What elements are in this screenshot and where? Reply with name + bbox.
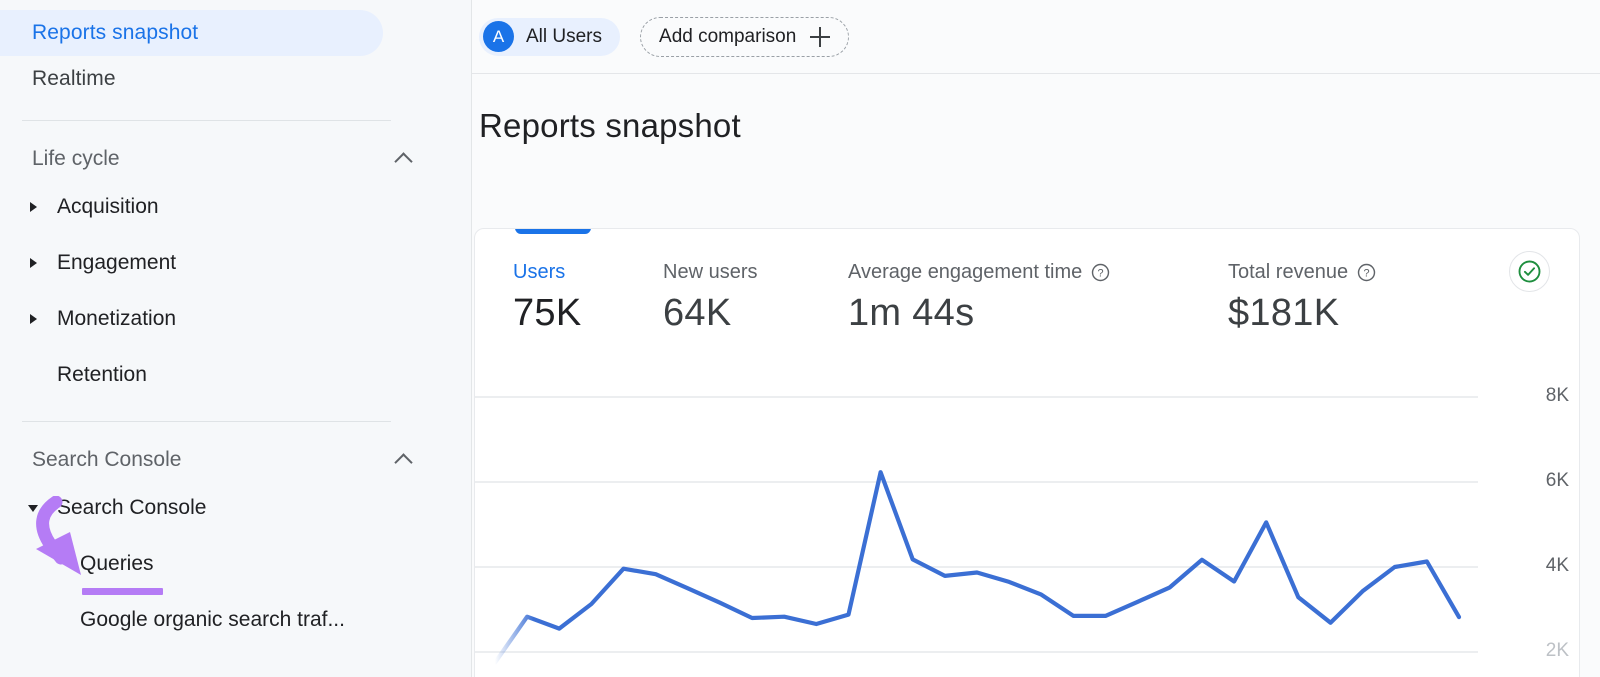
metric-value: 75K (513, 292, 582, 334)
all-users-chip[interactable]: A All Users (479, 17, 621, 56)
metric-users[interactable]: Users 75K (513, 259, 663, 335)
sidebar-item-engagement[interactable]: Engagement (0, 235, 471, 291)
sidebar-item-label: Queries (80, 552, 154, 575)
caret-down-icon (22, 505, 44, 512)
metric-label: Users (513, 260, 566, 283)
metric-average-engagement-time[interactable]: Average engagement time ? 1m 44s (848, 259, 1228, 335)
sidebar-item-retention[interactable]: Retention (0, 347, 471, 403)
sidebar-item-reports-snapshot[interactable]: Reports snapshot (0, 10, 383, 56)
metric-label: Total revenue ? (1228, 259, 1376, 285)
metric-total-revenue[interactable]: Total revenue ? $181K (1228, 259, 1376, 335)
metric-value: 1m 44s (848, 292, 975, 334)
caret-right-icon (22, 202, 44, 212)
sidebar-item-label: Google organic search traf... (80, 608, 345, 631)
chart-gridlines (475, 396, 1478, 653)
sidebar-item-monetization[interactable]: Monetization (0, 291, 471, 347)
chart-line-series (492, 470, 1462, 665)
y-axis-label: 2K (1545, 640, 1569, 661)
left-sidebar: Reports snapshot Realtime Life cycle Acq… (0, 0, 472, 677)
status-badge[interactable] (1509, 251, 1550, 292)
all-users-label: All Users (526, 25, 603, 47)
help-icon[interactable]: ? (1357, 263, 1376, 282)
sidebar-item-realtime[interactable]: Realtime (0, 56, 383, 102)
caret-right-icon (22, 258, 44, 268)
y-axis-label: 8K (1545, 385, 1569, 406)
avatar: A (483, 21, 514, 52)
sidebar-item-label: Reports snapshot (32, 21, 199, 44)
metric-value: 64K (663, 292, 732, 334)
chevron-up-icon (394, 450, 414, 470)
page-title: Reports snapshot (479, 107, 741, 144)
active-metric-indicator (515, 229, 591, 234)
plus-icon (810, 26, 831, 47)
sidebar-item-label: Engagement (57, 251, 177, 274)
sidebar-item-google-organic-search-traffic[interactable]: Google organic search traf... (0, 592, 471, 648)
chevron-up-icon (394, 149, 414, 169)
sidebar-item-label: Retention (57, 363, 147, 386)
users-over-time-chart[interactable]: 8K 6K 4K 2K (475, 377, 1579, 677)
sidebar-item-label: Monetization (57, 307, 177, 330)
metric-label: New users (663, 260, 758, 283)
sidebar-divider-1 (22, 120, 391, 121)
svg-text:?: ? (1098, 267, 1104, 279)
add-comparison-label: Add comparison (659, 25, 797, 47)
y-axis-label: 6K (1545, 470, 1569, 491)
chart-canvas (475, 396, 1478, 665)
metric-label: Average engagement time ? (848, 259, 1228, 285)
check-circle-icon (1518, 260, 1541, 283)
sidebar-section-life-cycle[interactable]: Life cycle (0, 139, 471, 179)
svg-text:?: ? (1364, 267, 1370, 279)
comparison-toolbar: A All Users Add comparison (472, 0, 1600, 74)
sidebar-divider-2 (22, 421, 391, 422)
y-axis-label: 4K (1545, 555, 1569, 576)
main-content: A All Users Add comparison Reports snaps… (472, 0, 1600, 677)
sidebar-item-acquisition[interactable]: Acquisition (0, 179, 471, 235)
sidebar-section-label: Life cycle (32, 147, 120, 170)
sidebar-item-queries[interactable]: Queries (0, 536, 471, 592)
sidebar-item-label: Acquisition (57, 195, 159, 218)
sidebar-item-label: Search Console (57, 496, 207, 519)
metric-new-users[interactable]: New users 64K (663, 259, 848, 335)
metric-value: $181K (1228, 292, 1340, 334)
metrics-row: Users 75K New users 64K Average engageme… (475, 229, 1579, 335)
sidebar-item-search-console[interactable]: Search Console (0, 480, 471, 536)
overview-card: Users 75K New users 64K Average engageme… (474, 228, 1580, 677)
help-icon[interactable]: ? (1091, 263, 1110, 282)
sidebar-item-label: Realtime (32, 67, 116, 90)
add-comparison-button[interactable]: Add comparison (640, 16, 850, 57)
sidebar-section-search-console[interactable]: Search Console (0, 440, 471, 480)
caret-right-icon (22, 314, 44, 324)
sidebar-section-label: Search Console (32, 448, 182, 471)
